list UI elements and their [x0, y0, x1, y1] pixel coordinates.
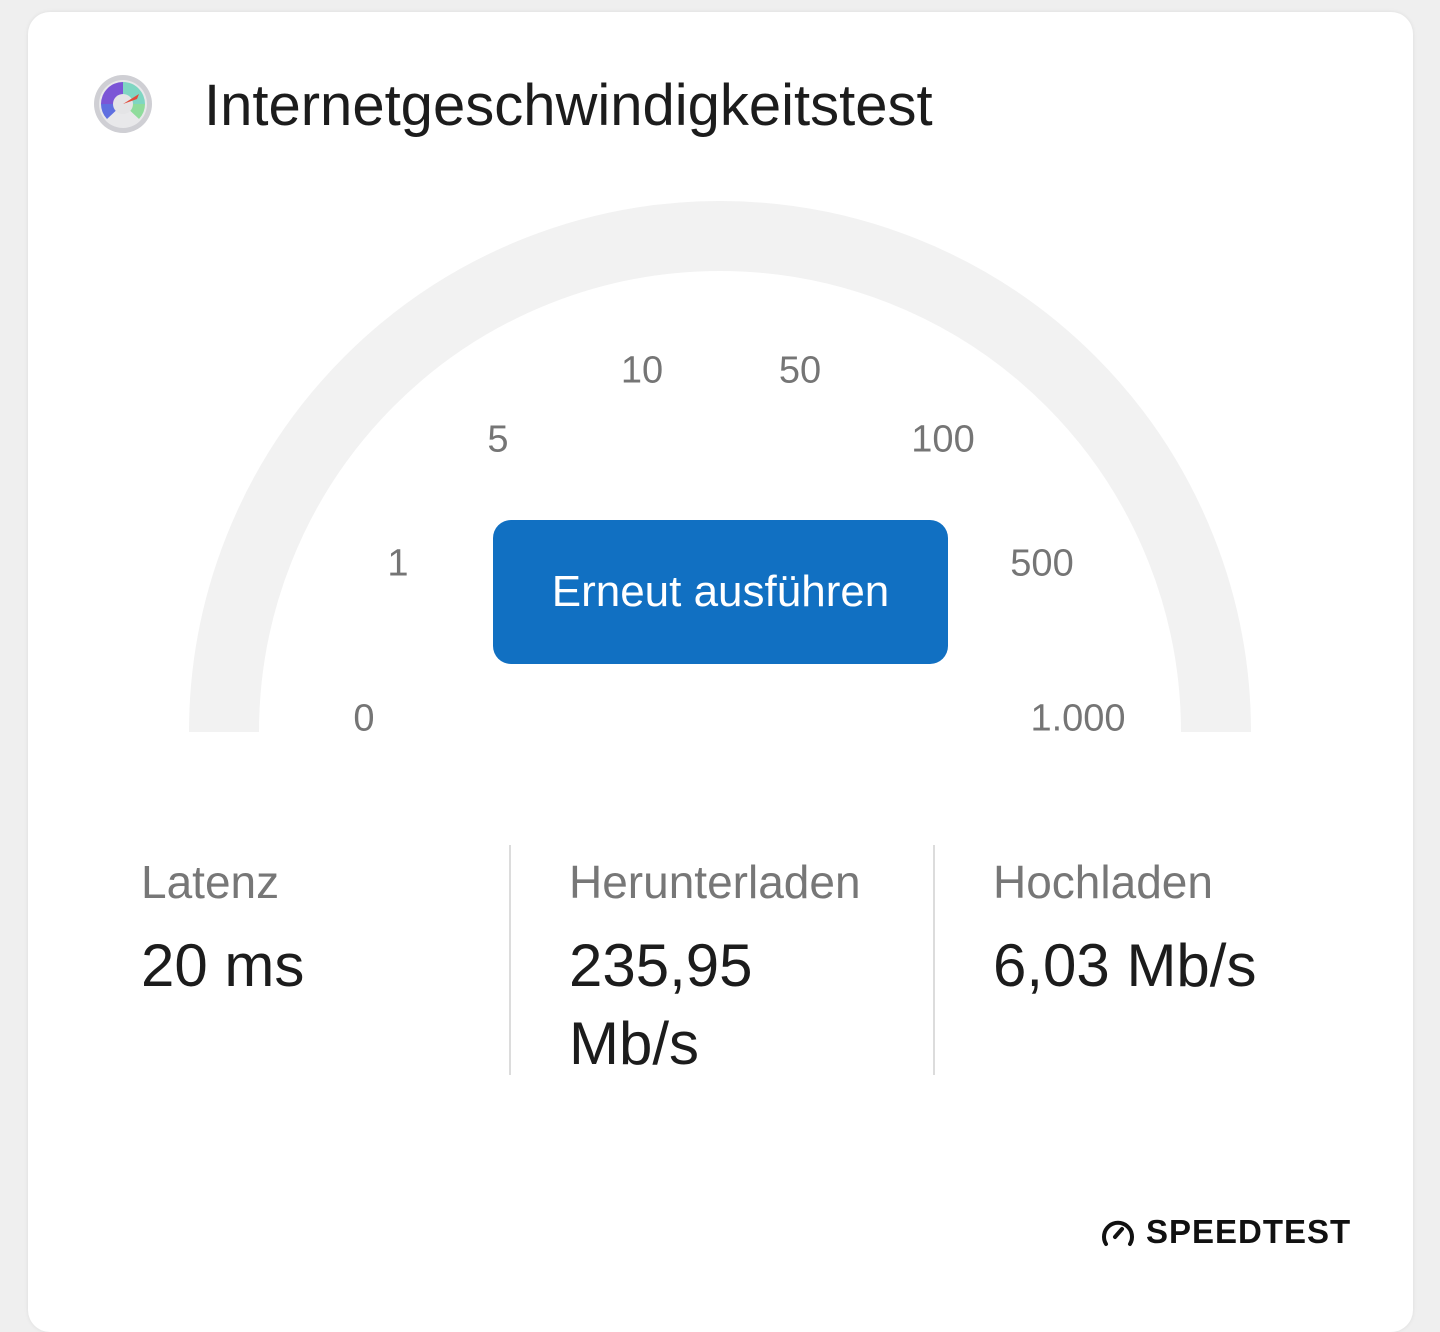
speedtest-brand: SPEEDTEST — [1146, 1213, 1352, 1250]
speedometer-app-icon — [94, 75, 152, 133]
upload-label: Hochladen — [993, 856, 1213, 908]
gauge-label-1000: 1.000 — [1030, 697, 1126, 740]
upload-stat: Hochladen 6,03 Mb/s — [993, 855, 1256, 1005]
gauge-label-100: 100 — [911, 418, 975, 461]
latency-label: Latenz — [141, 856, 280, 908]
download-value: 235,95 Mb/s — [569, 932, 753, 1077]
speed-gauge — [189, 201, 1251, 733]
divider — [933, 845, 935, 1075]
gauge-label-1: 1 — [387, 542, 409, 585]
gauge-label-0: 0 — [353, 697, 375, 740]
gauge-label-50: 50 — [778, 349, 822, 392]
page-title: Internetgeschwindigkeitstest — [204, 73, 933, 138]
gauge-label-500: 500 — [1010, 542, 1074, 585]
gauge-label-10: 10 — [620, 349, 664, 392]
run-again-button[interactable]: Erneut ausführen — [493, 520, 948, 664]
latency-value: 20 ms — [141, 932, 305, 999]
download-label: Herunterladen — [569, 856, 861, 908]
download-stat: Herunterladen 235,95 Mb/s — [569, 855, 869, 1083]
gauge-track — [189, 201, 1251, 733]
speedometer-icon — [1102, 1220, 1134, 1246]
gauge-label-5: 5 — [487, 418, 509, 461]
divider — [509, 845, 511, 1075]
latency-stat: Latenz 20 ms — [141, 855, 304, 1005]
speedtest-logo: SPEEDTEST — [1100, 1213, 1351, 1251]
upload-value: 6,03 Mb/s — [993, 932, 1257, 999]
